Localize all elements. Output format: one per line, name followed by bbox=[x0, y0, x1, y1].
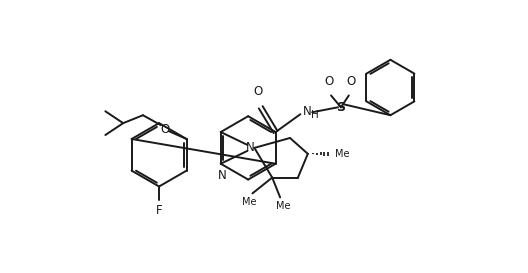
Text: F: F bbox=[156, 204, 163, 217]
Text: N: N bbox=[246, 141, 255, 155]
Text: O: O bbox=[324, 75, 334, 88]
Text: O: O bbox=[346, 75, 355, 88]
Text: O: O bbox=[160, 123, 169, 136]
Text: Me: Me bbox=[242, 197, 257, 207]
Text: S: S bbox=[336, 101, 345, 114]
Text: N: N bbox=[219, 169, 227, 182]
Text: N: N bbox=[303, 105, 312, 118]
Text: O: O bbox=[253, 85, 262, 98]
Text: Me: Me bbox=[276, 201, 290, 211]
Text: Me: Me bbox=[335, 149, 349, 159]
Text: H: H bbox=[311, 110, 319, 120]
